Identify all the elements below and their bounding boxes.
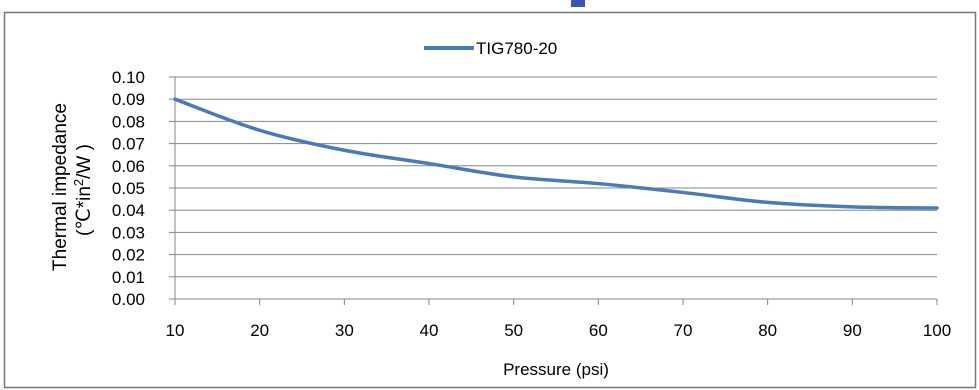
axes: [169, 76, 938, 305]
y-axis-title-main: Thermal impedance: [50, 103, 71, 271]
data-point-10: [173, 97, 177, 101]
y-axis-unit-suffix: /W ): [74, 144, 95, 179]
x-tick-label-90: 90: [843, 321, 862, 340]
data-point-50: [512, 175, 516, 179]
y-tick-label-0.04: 0.04: [112, 201, 145, 220]
y-axis-title: Thermal impedance: [50, 103, 71, 271]
y-axis-unit: (℃*in2/W ): [71, 144, 95, 236]
y-tick-label-0.05: 0.05: [112, 179, 145, 198]
data-point-80: [766, 200, 770, 204]
y-tick-label-0.06: 0.06: [112, 157, 145, 176]
x-tick-label-80: 80: [758, 321, 777, 340]
y-axis-unit-superscript: 2: [71, 179, 86, 186]
data-point-40: [427, 162, 431, 166]
data-point-90: [850, 205, 854, 209]
series-line-tig780-20: [173, 97, 939, 210]
x-tick-label-30: 30: [335, 321, 354, 340]
y-tick-label-0.07: 0.07: [112, 135, 145, 154]
y-tick-label-0.00: 0.00: [112, 290, 145, 309]
x-tick-label-100: 100: [923, 321, 951, 340]
x-tick-label-20: 20: [250, 321, 269, 340]
y-tick-label-0.03: 0.03: [112, 223, 145, 242]
y-tick-label-0.09: 0.09: [112, 90, 145, 109]
y-tick-label-0.02: 0.02: [112, 246, 145, 265]
title-fragment: [571, 0, 585, 7]
data-point-60: [596, 182, 600, 186]
x-tick-label-60: 60: [589, 321, 608, 340]
data-point-30: [342, 148, 346, 152]
x-tick-label-40: 40: [420, 321, 439, 340]
series-lines: [173, 97, 939, 210]
svg-text:(℃*in2/W ): (℃*in2/W ): [71, 144, 95, 236]
data-point-100: [935, 206, 939, 210]
y-axis-unit-prefix: (℃*in: [74, 186, 95, 236]
legend: TIG780-20: [424, 39, 557, 58]
data-point-20: [258, 128, 262, 132]
x-tick-label-10: 10: [166, 321, 185, 340]
grid-lines: [175, 76, 937, 278]
x-tick-label-70: 70: [674, 321, 693, 340]
y-tick-labels: 0.00 0.01 0.02 0.03 0.04 0.05 0.06 0.07 0.08 0.09…: [112, 68, 145, 309]
y-tick-label-0.10: 0.10: [112, 68, 145, 87]
x-tick-label-50: 50: [504, 321, 523, 340]
chart-border: [3, 11, 977, 389]
data-point-70: [681, 190, 685, 194]
y-tick-label-0.08: 0.08: [112, 112, 145, 131]
x-tick-labels: 10 20 30 40 50 60 70 80 90 100: [166, 321, 952, 340]
y-tick-label-0.01: 0.01: [112, 268, 145, 287]
legend-label-tig780-20: TIG780-20: [476, 39, 557, 58]
x-axis-title: Pressure (psi): [503, 360, 609, 379]
